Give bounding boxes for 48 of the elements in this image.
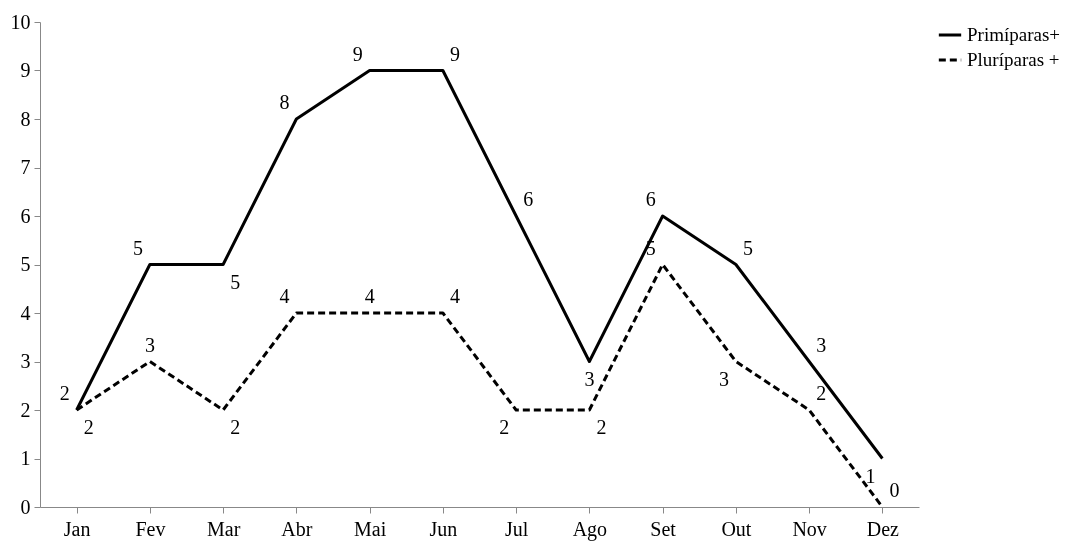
x-tick-label: Dez: [866, 517, 900, 540]
data-label: 2: [499, 416, 510, 438]
x-tick-label: Ago: [572, 517, 608, 541]
data-label: 5: [132, 236, 143, 259]
y-tick-label: 9: [20, 59, 31, 81]
y-tick-label: 0: [20, 495, 31, 518]
data-label: 6: [523, 188, 534, 210]
y-tick-label: 10: [10, 10, 31, 33]
x-tick-label: Out: [721, 517, 752, 540]
data-label: 3: [718, 367, 729, 390]
data-label: 4: [279, 285, 290, 307]
data-label: 2: [59, 382, 70, 404]
data-label: 2: [596, 416, 607, 438]
x-tick-label: Mar: [206, 517, 241, 540]
data-label: 9: [352, 42, 363, 65]
data-label: 2: [816, 382, 827, 404]
y-tick-label: 4: [20, 301, 31, 324]
y-tick-label: 1: [20, 447, 31, 469]
x-tick-label: Fev: [135, 517, 166, 540]
y-tick-label: 7: [20, 156, 31, 178]
data-label: 5: [742, 236, 753, 259]
data-label: 1: [865, 464, 876, 487]
x-tick-label: Mai: [354, 517, 387, 540]
data-label: 0: [889, 479, 900, 501]
y-tick-label: 5: [20, 253, 31, 275]
x-tick-label: Nov: [792, 517, 827, 540]
y-tick-label: 3: [20, 350, 31, 372]
x-tick-label: Jul: [504, 517, 529, 540]
x-tick-label: Abr: [281, 517, 313, 540]
y-tick-label: 8: [20, 107, 31, 130]
x-tick-label: Jan: [63, 517, 91, 540]
data-label: 4: [364, 285, 375, 307]
legend-label: Pluríparas +: [967, 49, 1060, 70]
data-label: 3: [816, 333, 827, 356]
data-label: 3: [144, 333, 155, 356]
y-tick-label: 6: [20, 204, 31, 227]
data-label: 2: [83, 416, 94, 438]
data-label: 3: [584, 367, 595, 390]
legend-label: Primíparas+: [967, 24, 1061, 45]
y-tick-label: 2: [20, 398, 31, 421]
data-label: 4: [449, 285, 460, 307]
x-tick-label: Jun: [429, 517, 458, 540]
data-label: 9: [449, 42, 460, 65]
data-label: 5: [230, 270, 241, 293]
data-label: 6: [645, 188, 656, 210]
x-tick-label: Set: [650, 517, 677, 540]
data-label: 2: [230, 416, 241, 438]
data-label: 8: [279, 91, 290, 113]
